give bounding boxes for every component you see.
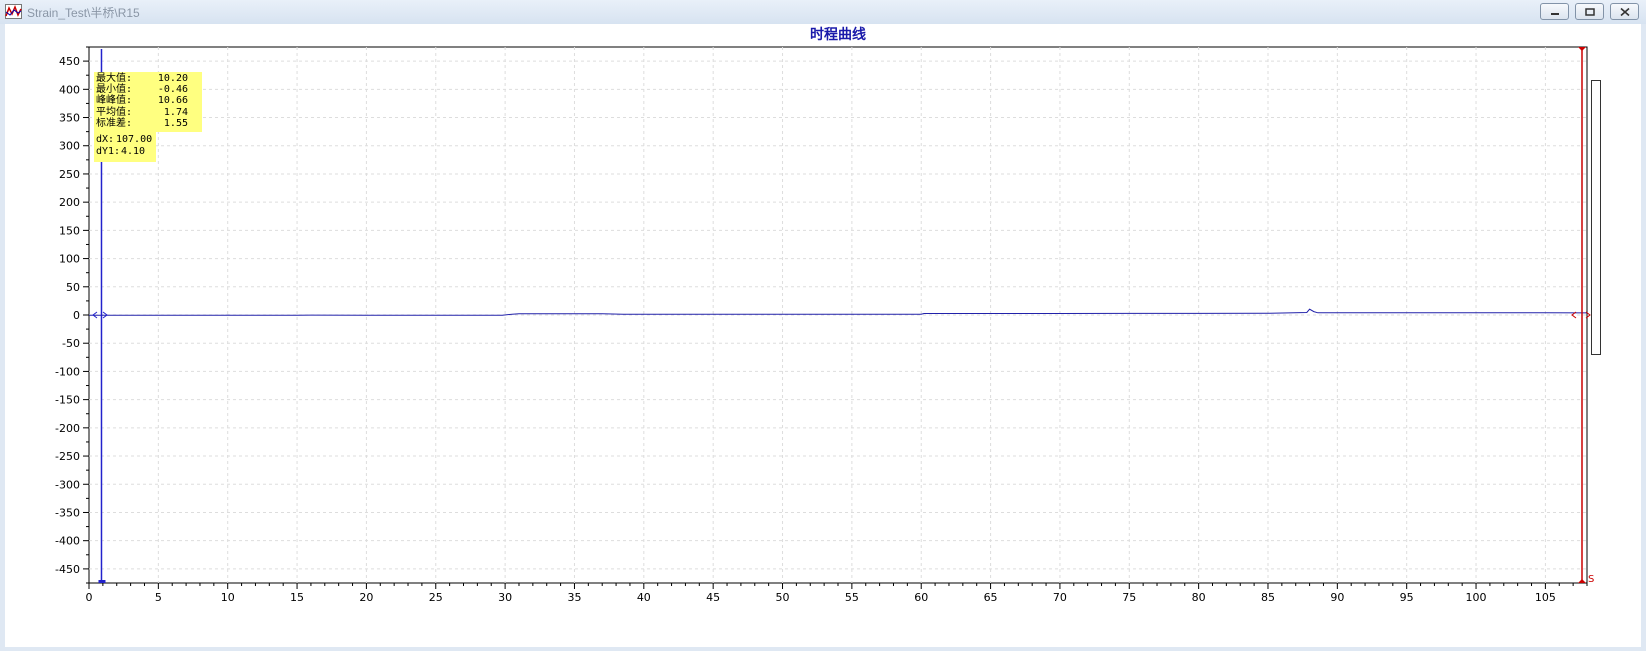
y-tick-label: 150 — [59, 224, 80, 237]
cursor-delta-panel: dX: 107.00 dY1: 4.10 — [94, 132, 156, 162]
right-cursor-top-handle — [1578, 47, 1586, 51]
close-icon — [1619, 7, 1630, 16]
stat-max-label: 最大值: — [96, 73, 133, 84]
x-tick-label: 55 — [845, 591, 859, 604]
y-tick-label: 0 — [73, 309, 80, 322]
x-tick-label: 100 — [1466, 591, 1487, 604]
x-tick-label: 70 — [1053, 591, 1067, 604]
delta-x-label: dX: — [96, 134, 115, 145]
y-tick-label: 450 — [59, 55, 80, 68]
y-tick-label: -50 — [62, 337, 80, 350]
y-tick-label: 250 — [59, 168, 80, 181]
x-tick-label: 90 — [1330, 591, 1344, 604]
window-titlebar: Strain_Test\半桥\R15 — [0, 0, 1646, 24]
left-cursor-handle — [98, 580, 106, 583]
x-tick-label: 65 — [984, 591, 998, 604]
y-tick-label: 400 — [59, 83, 80, 96]
y-tick-label: -100 — [55, 365, 80, 378]
delta-y-value: 4.10 — [121, 146, 146, 157]
y-tick-label: -250 — [55, 450, 80, 463]
x-tick-label: 40 — [637, 591, 651, 604]
y-tick-label: -450 — [55, 563, 80, 576]
y-tick-label: 50 — [66, 281, 80, 294]
stat-min-value: -0.46 — [157, 84, 188, 95]
x-tick-label: 80 — [1192, 591, 1206, 604]
close-button[interactable] — [1610, 3, 1639, 20]
x-tick-label: 35 — [567, 591, 581, 604]
side-scale-bar[interactable] — [1591, 80, 1601, 355]
x-tick-label: 85 — [1261, 591, 1275, 604]
stat-std-value: 1.55 — [163, 118, 188, 129]
stat-pp-value: 10.66 — [157, 95, 188, 106]
series-line — [89, 308, 1588, 316]
x-tick-label: 20 — [359, 591, 373, 604]
x-tick-label: 15 — [290, 591, 304, 604]
stat-pp-label: 峰峰值: — [96, 95, 133, 106]
chart-title: 时程曲线 — [810, 26, 866, 43]
stat-avg-label: 平均值: — [96, 107, 133, 118]
delta-y-label: dY1: — [96, 146, 121, 157]
y-tick-label: -400 — [55, 535, 80, 548]
x-tick-label: 50 — [776, 591, 790, 604]
y-tick-label: 100 — [59, 253, 80, 266]
x-tick-label: 0 — [86, 591, 93, 604]
cursor-marker-label: S — [1588, 574, 1594, 585]
y-tick-label: -200 — [55, 422, 80, 435]
minimize-icon — [1550, 12, 1559, 15]
right-cursor-arrow-icon — [1571, 311, 1591, 319]
left-cursor-arrow-icon — [92, 311, 108, 319]
stat-avg-value: 1.74 — [163, 107, 188, 118]
y-tick-label: -300 — [55, 478, 80, 491]
restore-button[interactable] — [1575, 3, 1604, 20]
stat-std-label: 标准差: — [96, 118, 133, 129]
x-tick-label: 105 — [1535, 591, 1556, 604]
y-tick-label: -150 — [55, 394, 80, 407]
chart-app-icon — [5, 4, 22, 19]
x-tick-label: 5 — [155, 591, 162, 604]
x-tick-label: 60 — [914, 591, 928, 604]
y-tick-label: 200 — [59, 196, 80, 209]
stat-min-label: 最小值: — [96, 84, 133, 95]
minimize-button[interactable] — [1540, 3, 1569, 20]
x-tick-label: 10 — [221, 591, 235, 604]
stats-panel: 最大值: 10.20 最小值: -0.46 峰峰值: 10.66 平均值: 1.… — [94, 72, 202, 132]
window-title: Strain_Test\半桥\R15 — [27, 6, 140, 20]
right-cursor-bottom-handle — [1578, 579, 1586, 583]
x-tick-label: 30 — [498, 591, 512, 604]
x-tick-label: 45 — [706, 591, 720, 604]
restore-icon — [1584, 7, 1595, 16]
x-tick-label: 25 — [429, 591, 443, 604]
chart-window: 时程曲线 0 5 10 15 20 25 30 35 40 45 50 55 60 65 70 75 80 85 90… — [5, 24, 1641, 647]
y-tick-label: -350 — [55, 506, 80, 519]
y-tick-label: 350 — [59, 112, 80, 125]
x-tick-label: 95 — [1400, 591, 1414, 604]
x-tick-label: 75 — [1122, 591, 1136, 604]
y-tick-label: 300 — [59, 140, 80, 153]
delta-x-value: 107.00 — [116, 134, 153, 145]
stat-max-value: 10.20 — [157, 73, 188, 84]
time-history-chart[interactable]: 时程曲线 0 5 10 15 20 25 30 35 40 45 50 55 60 65 70 75 80 85 90… — [5, 24, 1641, 647]
